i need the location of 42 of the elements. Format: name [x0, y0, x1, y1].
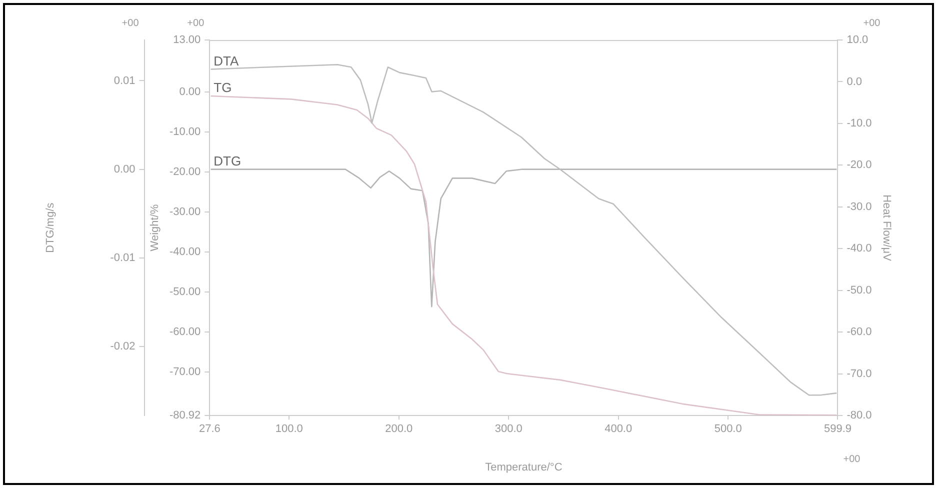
- y2-tick-label: -40.0: [846, 242, 872, 255]
- y3-tick-label: 0.01: [114, 74, 136, 87]
- series-label: DTA: [214, 53, 240, 68]
- x-tick-label: 599.9: [824, 423, 852, 436]
- series-label: DTG: [214, 153, 242, 168]
- y2-tick-label: 10.0: [846, 34, 868, 46]
- y2-tick-label: 0.0: [846, 76, 862, 88]
- x-tick-label: 300.0: [494, 423, 522, 436]
- y-axis-title: Weight/%: [148, 204, 161, 252]
- y-tick-label: -60.00: [169, 326, 201, 338]
- y-tick-label: -10.00: [169, 126, 201, 138]
- y3-tick-label: -0.01: [110, 252, 136, 264]
- y2-tick-label: -50.0: [846, 284, 872, 296]
- x-tick-label: 400.0: [604, 423, 632, 436]
- y3-tick-label: 0.00: [114, 163, 136, 176]
- text: +00: [187, 18, 205, 29]
- x-tick-label: 200.0: [385, 423, 413, 436]
- y-tick-label: 13.00: [173, 34, 201, 46]
- y2-tick-label: -80.0: [846, 410, 872, 422]
- y-tick-label: -70.00: [169, 366, 201, 378]
- x-tick-label: 500.0: [714, 423, 742, 436]
- y2-axis-title: Heat Flow/μV: [880, 194, 892, 262]
- x-tick-label: 27.6: [198, 423, 220, 436]
- text: +00: [863, 18, 881, 29]
- y-tick-label: -80.92: [169, 410, 201, 422]
- y2-tick-label: -60.0: [846, 326, 872, 338]
- y2-tick-label: -30.0: [846, 200, 872, 213]
- y-tick-label: -40.00: [169, 246, 201, 258]
- x-axis-title: Temperature/°C: [485, 461, 562, 474]
- y2-tick-label: -20.0: [846, 159, 872, 172]
- y2-tick-label: -10.0: [846, 118, 872, 130]
- series-label: TG: [214, 80, 232, 96]
- y-tick-label: 0.00: [179, 86, 201, 98]
- text: +00: [843, 454, 861, 465]
- text: +00: [122, 18, 140, 29]
- y2-tick-label: -70.0: [846, 368, 872, 380]
- y-tick-label: -30.00: [169, 206, 201, 218]
- y3-axis-title: DTG/mg/s: [44, 202, 57, 253]
- x-tick-label: 100.0: [275, 423, 303, 436]
- y3-tick-label: -0.02: [110, 340, 136, 353]
- y-tick-label: -20.00: [169, 166, 201, 178]
- y-tick-label: -50.00: [169, 286, 201, 298]
